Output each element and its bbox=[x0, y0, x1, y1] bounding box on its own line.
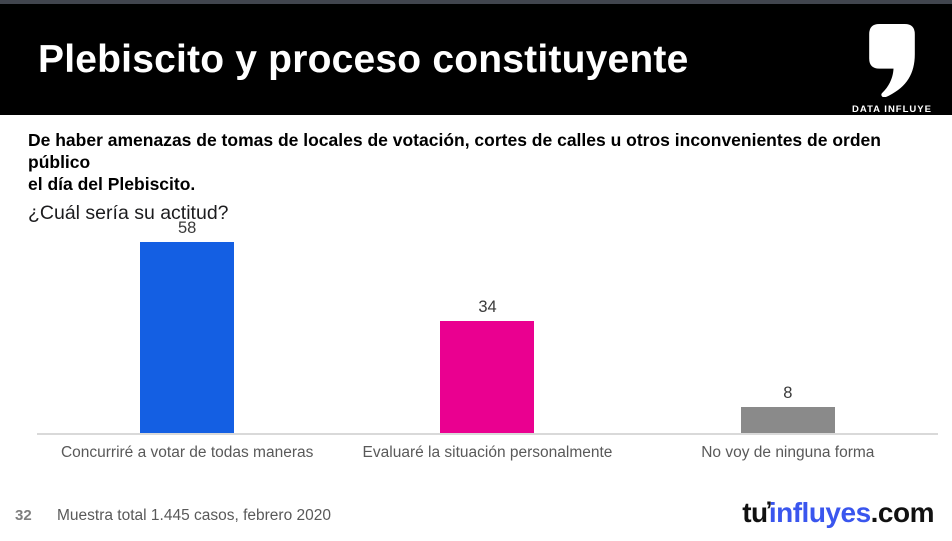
question-line-1: De haber amenazas de tomas de locales de… bbox=[28, 130, 881, 172]
quote-icon bbox=[846, 24, 938, 97]
category-labels: Concurriré a votar de todas maneras Evalu… bbox=[37, 444, 938, 462]
page-number: 32 bbox=[15, 507, 32, 524]
brand-label: DATA INFLUYE bbox=[852, 104, 932, 115]
bar-column: 58 bbox=[37, 219, 337, 433]
question-line-2: el día del Plebiscito. bbox=[28, 174, 196, 194]
bar-value-label: 8 bbox=[783, 384, 793, 402]
logo-part1: tu bbox=[742, 497, 768, 528]
brand-block: DATA INFLUYE bbox=[846, 24, 938, 115]
sample-note: Muestra total 1.445 casos, febrero 2020 bbox=[57, 507, 331, 524]
top-strip bbox=[0, 0, 952, 4]
category-label: Evaluaré la situación personalmente bbox=[362, 444, 613, 461]
question-prompt: ¿Cuál sería su actitud? bbox=[28, 202, 229, 224]
bar bbox=[740, 407, 835, 433]
question-text: De haber amenazas de tomas de locales de… bbox=[28, 129, 936, 195]
plot-area: 58 34 8 bbox=[37, 216, 938, 435]
tuinfluyes-logo: tu’influyes.com bbox=[742, 497, 934, 529]
logo-part2: influyes bbox=[768, 497, 871, 528]
bar-value-label: 34 bbox=[478, 298, 497, 316]
bar-column: 8 bbox=[638, 384, 938, 433]
page-title: Plebiscito y proceso constituyente bbox=[38, 37, 689, 81]
slide-header: Plebiscito y proceso constituyente DATA … bbox=[0, 4, 952, 115]
bar bbox=[140, 242, 235, 433]
bar-column: 34 bbox=[337, 298, 637, 433]
category-label: Concurriré a votar de todas maneras bbox=[60, 444, 314, 461]
bar-value-label: 58 bbox=[177, 219, 197, 237]
bar-chart: 58 34 8 Concurriré a votar de todas manera… bbox=[37, 216, 938, 462]
bar bbox=[440, 321, 535, 433]
logo-part3: .com bbox=[870, 497, 935, 528]
category-label: No voy de ninguna forma bbox=[701, 444, 875, 461]
logo-accent: ’ bbox=[765, 497, 773, 524]
question-block: De haber amenazas de tomas de locales de… bbox=[28, 129, 936, 225]
